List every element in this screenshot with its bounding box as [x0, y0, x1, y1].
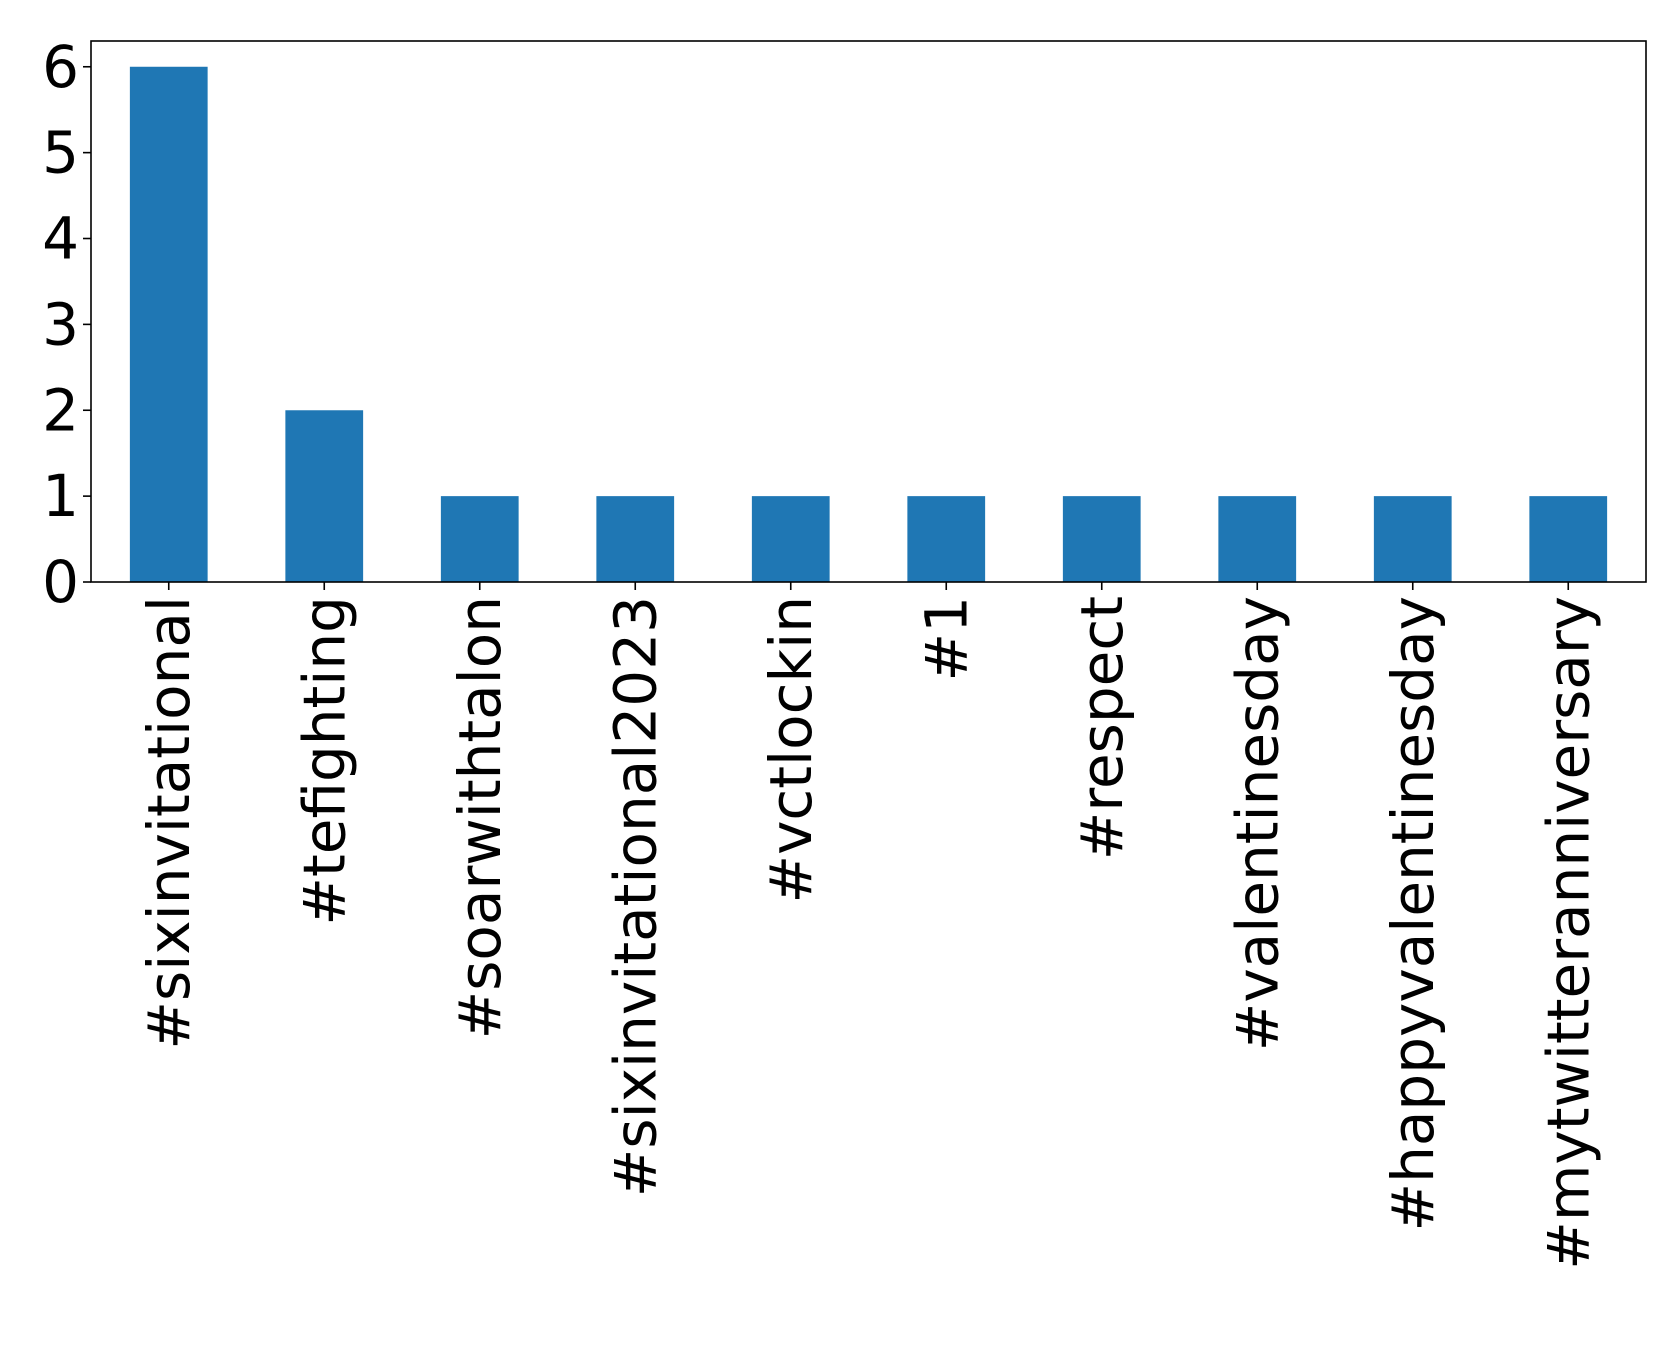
x-tick-label: #tefighting	[290, 596, 358, 926]
x-axis: #sixinvitational #tefighting #soarwithtalo…	[135, 582, 1602, 1270]
x-tick-label: #sixinvitational	[135, 596, 203, 1050]
bar-10	[1529, 496, 1608, 582]
x-tick-label: #soarwithtalon	[446, 596, 514, 1039]
y-tick-label: 2	[42, 376, 79, 444]
x-tick-label: #happyvalentinesday	[1379, 596, 1447, 1231]
x-tick-label: #vctlockin	[757, 596, 825, 904]
y-tick-label: 5	[42, 119, 79, 187]
bar-9	[1373, 496, 1452, 582]
x-tick-label: #1	[912, 596, 980, 682]
y-tick-label: 0	[42, 548, 79, 616]
y-tick-label: 6	[42, 33, 79, 101]
bar-2	[285, 410, 364, 582]
y-axis: 0 1 2 3 4 5 6	[42, 33, 91, 616]
x-tick-label: #respect	[1068, 596, 1136, 860]
y-tick-label: 3	[42, 290, 79, 358]
plot-frame	[90, 40, 1647, 583]
bars-group	[129, 66, 1608, 582]
bar-5	[751, 496, 830, 582]
y-tick-label: 4	[42, 205, 79, 273]
bar-6	[907, 496, 986, 582]
bar-3	[440, 496, 519, 582]
x-tick-label: #valentinesday	[1223, 596, 1291, 1051]
x-tick-label: #mytwitteranniversary	[1534, 596, 1602, 1270]
bar-8	[1218, 496, 1297, 582]
y-tick-label: 1	[42, 462, 79, 530]
bar-7	[1062, 496, 1141, 582]
bar-1	[129, 66, 208, 582]
x-tick-label: #sixinvitational2023	[601, 596, 669, 1197]
bar-4	[596, 496, 675, 582]
